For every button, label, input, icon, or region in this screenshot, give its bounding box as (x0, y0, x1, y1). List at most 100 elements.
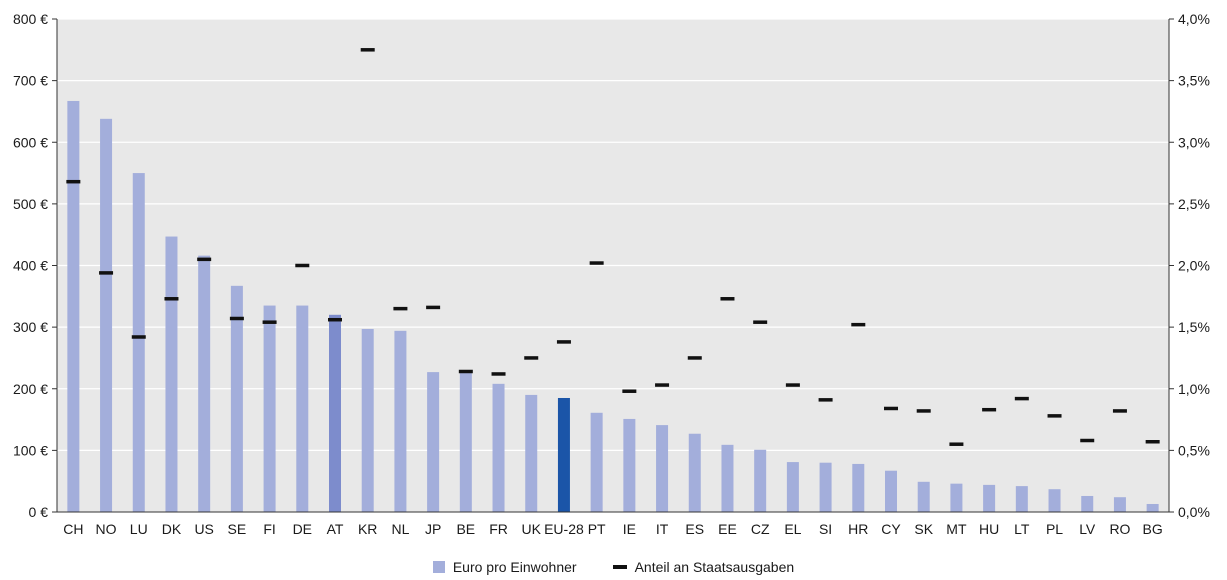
bar (492, 383, 505, 512)
x-tick-label: SI (819, 521, 832, 537)
x-tick-label: EL (784, 521, 801, 537)
bar (427, 372, 440, 512)
left-tick-label: 300 € (13, 319, 48, 335)
x-tick-label: NL (391, 521, 409, 537)
x-tick-label: LV (1079, 521, 1096, 537)
right-tick-label: 0,0% (1178, 504, 1210, 520)
bar (721, 444, 734, 512)
x-tick-label: BE (456, 521, 475, 537)
x-tick-label: BG (1143, 521, 1163, 537)
x-tick-label: PT (588, 521, 606, 537)
bar (394, 330, 407, 512)
legend-bar-label: Euro pro Einwohner (452, 559, 577, 575)
bar-series (67, 100, 1159, 513)
x-tick-label: US (194, 521, 213, 537)
bar (1146, 503, 1159, 512)
right-tick-label: 3,0% (1178, 134, 1210, 150)
bar (165, 236, 178, 512)
bar (1048, 489, 1061, 512)
bar (230, 285, 243, 512)
x-tick-label: KR (358, 521, 377, 537)
right-tick-label: 2,0% (1178, 258, 1210, 274)
x-tick-label: SE (228, 521, 247, 537)
x-tick-label: PL (1046, 521, 1063, 537)
x-tick-label: JP (425, 521, 441, 537)
x-tick-label: EE (718, 521, 737, 537)
bar (100, 118, 113, 513)
bar (688, 433, 701, 512)
legend-dash-label: Anteil an Staatsausgaben (634, 559, 795, 575)
x-tick-label: AT (327, 521, 344, 537)
right-tick-label: 2,5% (1178, 196, 1210, 212)
bar (590, 412, 603, 512)
legend: Euro pro Einwohner Anteil an Staatsausga… (0, 556, 1227, 578)
x-tick-label: CZ (751, 521, 770, 537)
bar (296, 305, 309, 512)
x-tick-label: CH (63, 521, 83, 537)
x-tick-label: MT (946, 521, 967, 537)
bar (263, 305, 276, 512)
bar (819, 462, 832, 512)
right-tick-label: 0,5% (1178, 442, 1210, 458)
x-tick-label: DE (293, 521, 312, 537)
x-tick-label: LU (130, 521, 148, 537)
bar (132, 173, 145, 512)
left-tick-label: 800 € (13, 11, 48, 27)
bar (198, 255, 211, 512)
bar (1113, 497, 1126, 512)
right-tick-label: 4,0% (1178, 11, 1210, 27)
bar (1015, 486, 1028, 512)
bar (852, 463, 865, 512)
bar (557, 397, 570, 512)
x-tick-label: IE (623, 521, 636, 537)
bar (361, 328, 374, 512)
x-tick-label: CY (881, 521, 901, 537)
left-tick-label: 400 € (13, 258, 48, 274)
x-tick-label: IT (656, 521, 669, 537)
legend-dash-swatch (612, 565, 627, 569)
dash-series (66, 48, 1160, 446)
x-tick-label: UK (522, 521, 542, 537)
bar (1081, 495, 1094, 512)
bar (67, 100, 80, 513)
x-tick-label: ES (685, 521, 704, 537)
legend-item-dashes: Anteil an Staatsausgaben (612, 559, 795, 575)
x-tick-label: HU (979, 521, 999, 537)
bar (329, 314, 341, 512)
x-tick-label: FI (263, 521, 275, 537)
bar (917, 481, 930, 512)
left-tick-label: 600 € (13, 134, 48, 150)
x-tick-label: FR (489, 521, 508, 537)
bar (786, 462, 799, 512)
left-tick-label: 100 € (13, 442, 48, 458)
legend-bar-swatch (432, 561, 445, 573)
x-axis-tick-labels: CH NO LU DK US SE FI DE AT KR NL JP BE FR UK EU-28 PT IE I… (63, 521, 1163, 537)
bar (623, 418, 636, 512)
left-tick-label: 200 € (13, 381, 48, 397)
x-tick-label: SK (914, 521, 933, 537)
bar (754, 449, 767, 512)
left-axis-tick-labels: 0 € 100 € 200 € 300 € 400 € 500 € 600 € 700 € 80… (13, 11, 48, 520)
axes (52, 18, 1174, 513)
left-tick-label: 0 € (29, 504, 49, 520)
bar (950, 483, 963, 512)
bar (525, 394, 538, 512)
left-tick-label: 700 € (13, 73, 48, 89)
bar (459, 372, 472, 512)
x-tick-label: RO (1109, 521, 1130, 537)
right-axis-tick-labels: 0,0% 0,5% 1,0% 1,5% 2,0% 2,5% 3,0% 3,5% 4,0% (1178, 11, 1210, 520)
bar (656, 425, 669, 512)
bar (983, 484, 996, 512)
legend-item-bars: Euro pro Einwohner (432, 559, 577, 575)
bar (885, 470, 897, 512)
x-tick-label: EU-28 (544, 521, 584, 537)
right-tick-label: 3,5% (1178, 73, 1210, 89)
x-tick-label: HR (848, 521, 868, 537)
right-tick-label: 1,0% (1178, 381, 1210, 397)
x-tick-label: NO (96, 521, 117, 537)
x-tick-label: DK (162, 521, 182, 537)
left-tick-label: 500 € (13, 196, 48, 212)
right-tick-label: 1,5% (1178, 319, 1210, 335)
x-tick-label: LT (1014, 521, 1030, 537)
